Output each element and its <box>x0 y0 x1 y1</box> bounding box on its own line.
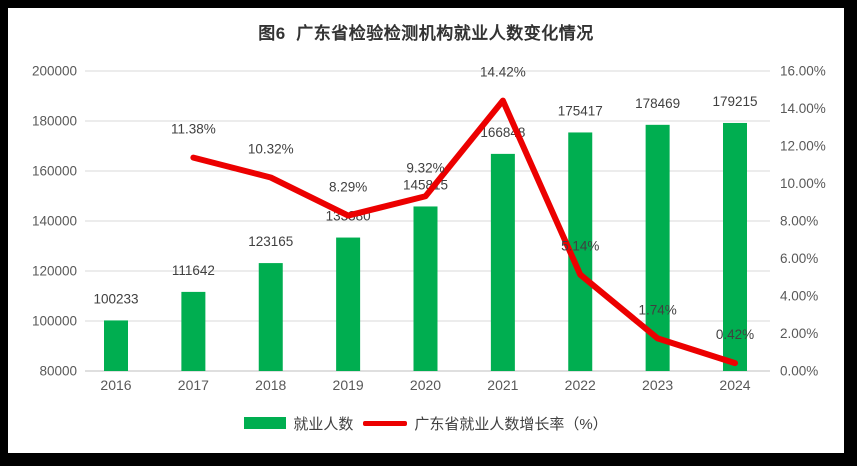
chart-canvas: 图6 广东省检验检测机构就业人数变化情况 200000 180000 160000 1… <box>8 8 844 453</box>
line-point-label: 1.74% <box>638 302 676 317</box>
line-point-label: 0.42% <box>716 327 754 342</box>
right-axis-tick-label: 10.00% <box>780 176 826 191</box>
bar-2024 <box>723 122 747 372</box>
right-axis-tick-label: 4.00% <box>780 289 818 304</box>
right-axis-tick-label: 0.00% <box>780 364 818 379</box>
x-axis-label: 2023 <box>642 377 673 393</box>
line-point-label: 5.14% <box>561 239 599 254</box>
legend-line-swatch-icon <box>363 420 408 426</box>
x-axis-label: 2017 <box>178 377 209 393</box>
x-axis-label: 2022 <box>565 377 596 393</box>
bar-value-label: 178469 <box>635 96 680 111</box>
right-axis-tick-label: 12.00% <box>780 139 826 154</box>
left-axis-tick-label: 180000 <box>32 114 77 129</box>
legend-line-label: 广东省就业人数增长率（%） <box>414 415 608 433</box>
line-point-label: 8.29% <box>329 180 367 195</box>
bar-2018 <box>258 263 283 371</box>
legend-bar-label: 就业人数 <box>293 415 354 433</box>
bar-value-label: 111642 <box>172 263 215 278</box>
line-point-label: 9.32% <box>406 160 444 175</box>
x-axis-label: 2021 <box>487 377 518 393</box>
bar-2021 <box>490 153 515 371</box>
legend-bar-swatch-icon <box>244 417 287 429</box>
growth-rate-line <box>190 97 738 367</box>
line-point-label: 11.38% <box>171 122 216 137</box>
x-axis-label: 2019 <box>333 377 364 393</box>
bar-value-label: 179215 <box>712 94 757 109</box>
bar-2016 <box>104 320 128 371</box>
bar-value-label: 175417 <box>558 103 603 118</box>
bar-value-label: 123165 <box>248 234 293 249</box>
bar-2020 <box>413 206 438 371</box>
left-axis-tick-label: 80000 <box>39 364 77 379</box>
right-axis-tick-label: 14.00% <box>780 101 826 116</box>
line-point-label: 14.42% <box>480 65 526 80</box>
left-axis-tick-label: 120000 <box>32 264 77 279</box>
bar-value-label: 100233 <box>93 291 138 306</box>
left-axis-tick-label: 200000 <box>32 64 77 79</box>
right-axis-tick-label: 2.00% <box>780 326 818 341</box>
x-axis-label: 2018 <box>255 377 286 393</box>
right-axis-tick-label: 8.00% <box>780 214 818 229</box>
right-axis-tick-label: 16.00% <box>780 64 826 79</box>
left-axis-tick-label: 160000 <box>32 164 77 179</box>
left-axis-tick-label: 100000 <box>32 314 77 329</box>
x-axis-label: 2020 <box>410 377 441 393</box>
left-axis-tick-label: 140000 <box>32 214 77 229</box>
chart-title: 图6 广东省检验检测机构就业人数变化情况 <box>258 24 594 43</box>
line-point-label: 10.32% <box>248 142 294 157</box>
legend: 就业人数 广东省就业人数增长率（%） <box>8 412 844 434</box>
x-axis-label: 2016 <box>100 377 131 393</box>
bar-2017 <box>181 291 206 371</box>
bar-2019 <box>336 237 361 371</box>
right-axis-tick-label: 6.00% <box>780 251 818 266</box>
combo-chart-plot: 200000 180000 160000 140000 120000 100000 8000… <box>32 64 826 394</box>
x-axis-label: 2024 <box>719 377 750 393</box>
